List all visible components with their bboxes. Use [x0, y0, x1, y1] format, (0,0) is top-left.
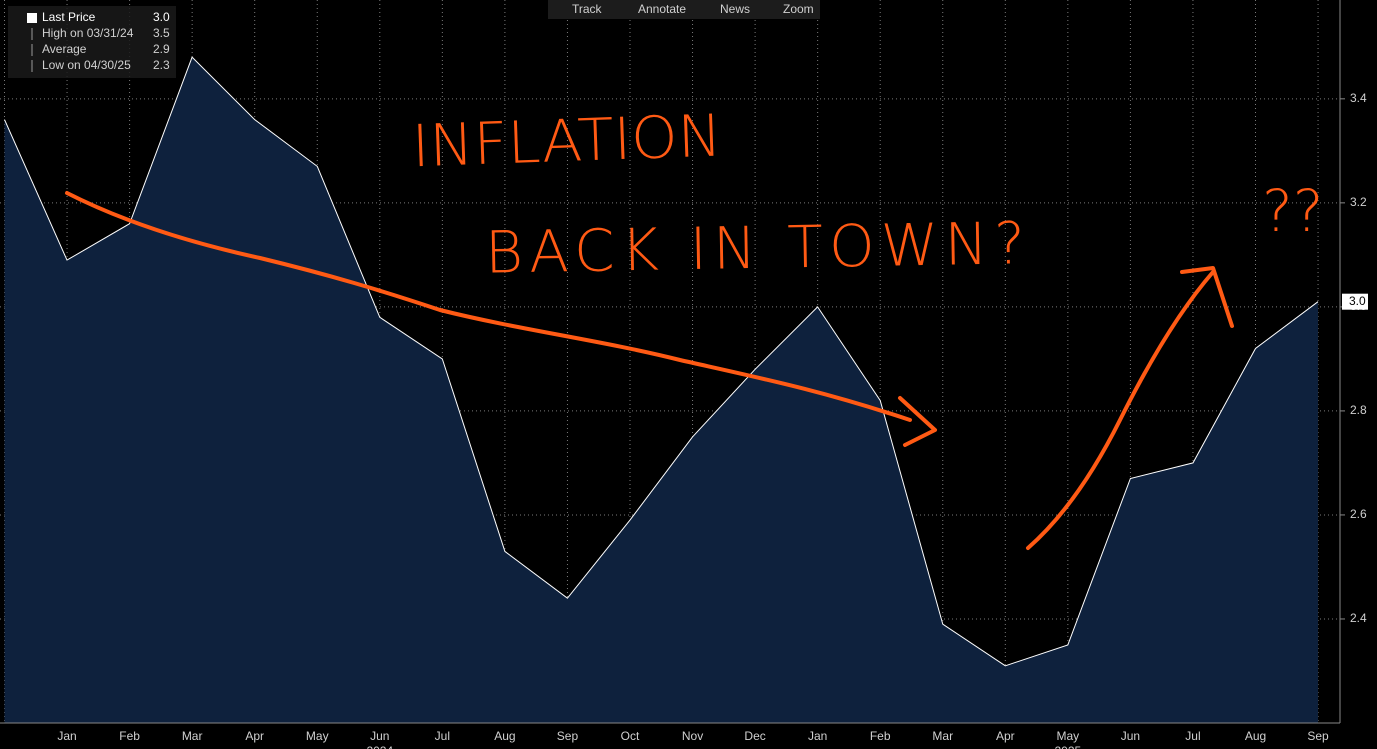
x-tick-label: Nov: [682, 729, 703, 743]
line: [4, 56, 1319, 667]
legend-swatch: [27, 13, 37, 23]
x-tick-label: Apr: [245, 729, 264, 743]
legend-value: 3.5: [153, 26, 170, 40]
legend-name: Low on 04/30/25: [42, 58, 131, 72]
x-tick-label: Aug: [494, 729, 515, 743]
x-tick-label: May: [1057, 729, 1080, 743]
x-tick-label: Feb: [870, 729, 891, 743]
legend-name: Last Price: [42, 10, 96, 24]
x-year-label: 2025: [1054, 744, 1081, 749]
x-tick-label: Jan: [808, 729, 827, 743]
toolbar-button[interactable]: Track: [572, 2, 603, 16]
legend-name: High on 03/31/24: [42, 26, 134, 40]
x-tick-label: Oct: [621, 729, 640, 743]
arrow-head: [898, 396, 937, 447]
x-tick-label: Mar: [932, 729, 953, 743]
arrow: [1026, 270, 1215, 550]
y-tick-label: 2.6: [1350, 507, 1367, 521]
area: [4, 57, 1318, 723]
arrow: [65, 191, 912, 422]
annotation: ??: [1262, 177, 1324, 245]
last-value-tag: [1342, 293, 1368, 310]
x-tick-label: Aug: [1245, 729, 1266, 743]
toolbar-button[interactable]: News: [720, 2, 750, 16]
last-value-label: 3.0: [1349, 294, 1366, 308]
legend-value: 2.9: [153, 42, 170, 56]
legend-name: Average: [42, 42, 87, 56]
y-tick-label: 2.8: [1350, 403, 1367, 417]
y-tick-label: 3.2: [1350, 195, 1367, 209]
plot: [4, 56, 1319, 723]
toolbar-button[interactable]: Annotate: [638, 2, 686, 16]
x-tick-label: Jul: [1185, 729, 1200, 743]
x-tick-label: Apr: [996, 729, 1015, 743]
x-tick-label: Jun: [370, 729, 389, 743]
legend-value: 2.3: [153, 58, 170, 72]
x-tick-label: Sep: [557, 729, 579, 743]
x-tick-label: Dec: [744, 729, 765, 743]
y-tick-label: 2.4: [1350, 611, 1367, 625]
x-tick-label: Feb: [119, 729, 140, 743]
x-tick-label: Jun: [1121, 729, 1140, 743]
axis-labels: 2.4 2.6 2.8 3.0 3.2 3.4 Jan Feb Mar Apr May Jun Jul A…: [57, 91, 1368, 749]
arrow-head: [1180, 266, 1234, 328]
x-tick-label: Sep: [1307, 729, 1329, 743]
annotation: INFLATION: [411, 102, 723, 181]
legend-value: 3.0: [153, 10, 170, 24]
x-tick-label: May: [306, 729, 329, 743]
legend: Last Price 3.0 High on 03/31/24 3.5 Average 2…: [27, 10, 170, 72]
x-tick-label: Jul: [435, 729, 450, 743]
annotation: BACK IN TOWN?: [484, 209, 1025, 286]
x-tick-label: Mar: [182, 729, 203, 743]
toolbar-buttons: Track Annotate News Zoom: [572, 2, 814, 16]
toolbar-button[interactable]: Zoom: [783, 2, 814, 16]
toolbar: [548, 0, 820, 19]
x-year-label: 2024: [366, 744, 393, 749]
y-tick-label: 3.4: [1350, 91, 1367, 105]
x-tick-label: Jan: [57, 729, 76, 743]
